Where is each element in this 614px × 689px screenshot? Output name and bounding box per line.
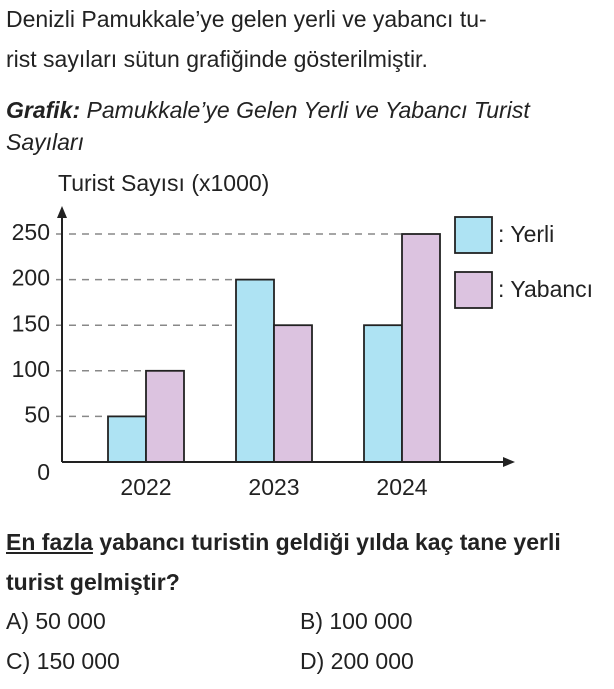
option[interactable]: C) 150 000 xyxy=(6,648,120,674)
chart: Turist Sayısı (x1000) 0 50 100 150 200 250 2022… xyxy=(12,170,593,500)
bar xyxy=(401,233,441,463)
x-tick-label: 2024 xyxy=(376,474,427,500)
intro-line: rist sayıları sütun grafiğinde gösterilm… xyxy=(6,46,428,72)
y-tick-label: 100 xyxy=(12,356,50,382)
bar xyxy=(235,278,275,463)
question-emphasis: En fazla xyxy=(6,529,93,555)
y-tick-label: 250 xyxy=(12,219,50,245)
y-axis-arrow xyxy=(57,206,67,218)
y-tick-label: 150 xyxy=(12,310,50,336)
option[interactable]: D) 200 000 xyxy=(300,648,414,674)
caption: Grafik: Pamukkale’ye Gelen Yerli ve Yaba… xyxy=(6,94,596,158)
option[interactable]: B) 100 000 xyxy=(300,608,413,634)
bar xyxy=(363,324,403,463)
question: En fazla yabancı turistin geldiği yılda … xyxy=(6,522,606,602)
question-text: yabancı turistin geldiği yılda kaç tane … xyxy=(6,529,561,595)
y-tick-label: 50 xyxy=(24,401,50,427)
caption-title: Pamukkale’ye Gelen Yerli ve Yabancı Turi… xyxy=(6,97,530,155)
intro-line: Denizli Pamukkale’ye gelen yerli ve yaba… xyxy=(6,6,487,32)
option[interactable]: A) 50 000 xyxy=(6,608,106,634)
bar xyxy=(107,415,147,463)
y-tick-label: 200 xyxy=(12,265,50,291)
x-tick-label: 2022 xyxy=(120,474,171,500)
legend-swatch xyxy=(454,271,493,309)
legend-swatch xyxy=(454,216,493,254)
x-tick-label: 2023 xyxy=(248,474,299,500)
y-tick-label: 0 xyxy=(37,459,50,485)
legend-label: : Yabancı xyxy=(498,276,593,302)
bar xyxy=(145,369,185,463)
caption-label: Grafik: xyxy=(6,97,81,123)
bar xyxy=(273,324,313,463)
y-axis-label: Turist Sayısı (x1000) xyxy=(58,170,269,196)
legend-label: : Yerli xyxy=(498,221,554,247)
x-axis-arrow xyxy=(503,457,515,467)
